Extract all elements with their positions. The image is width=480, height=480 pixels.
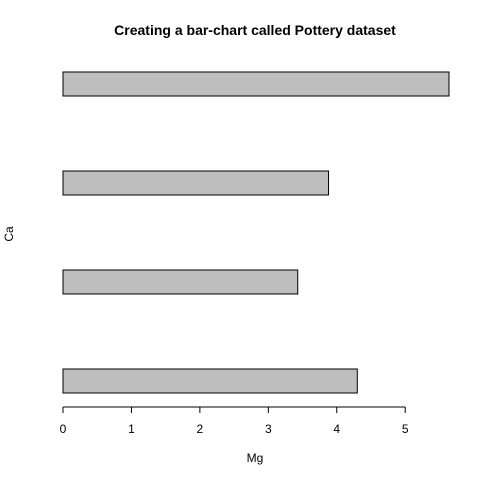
bar-1 [62,368,358,394]
x-tick-label: 4 [333,422,340,436]
y-axis-label: Ca [2,226,16,242]
x-ticks: 0 1 2 3 4 5 [60,407,409,436]
x-axis-label: Mg [247,451,264,465]
chart-title: Creating a bar-chart called Pottery data… [114,22,396,38]
x-tick-label: 1 [128,422,135,436]
bar-3 [62,170,330,196]
x-tick-label: 2 [197,422,204,436]
x-tick-label: 0 [60,422,67,436]
bar-2 [62,269,299,295]
x-tick-label: 5 [402,422,409,436]
x-axis: 0 1 2 3 4 5 [60,406,409,436]
bar-4 [62,71,450,97]
x-tick-label: 3 [265,422,272,436]
bars-group [62,71,450,394]
